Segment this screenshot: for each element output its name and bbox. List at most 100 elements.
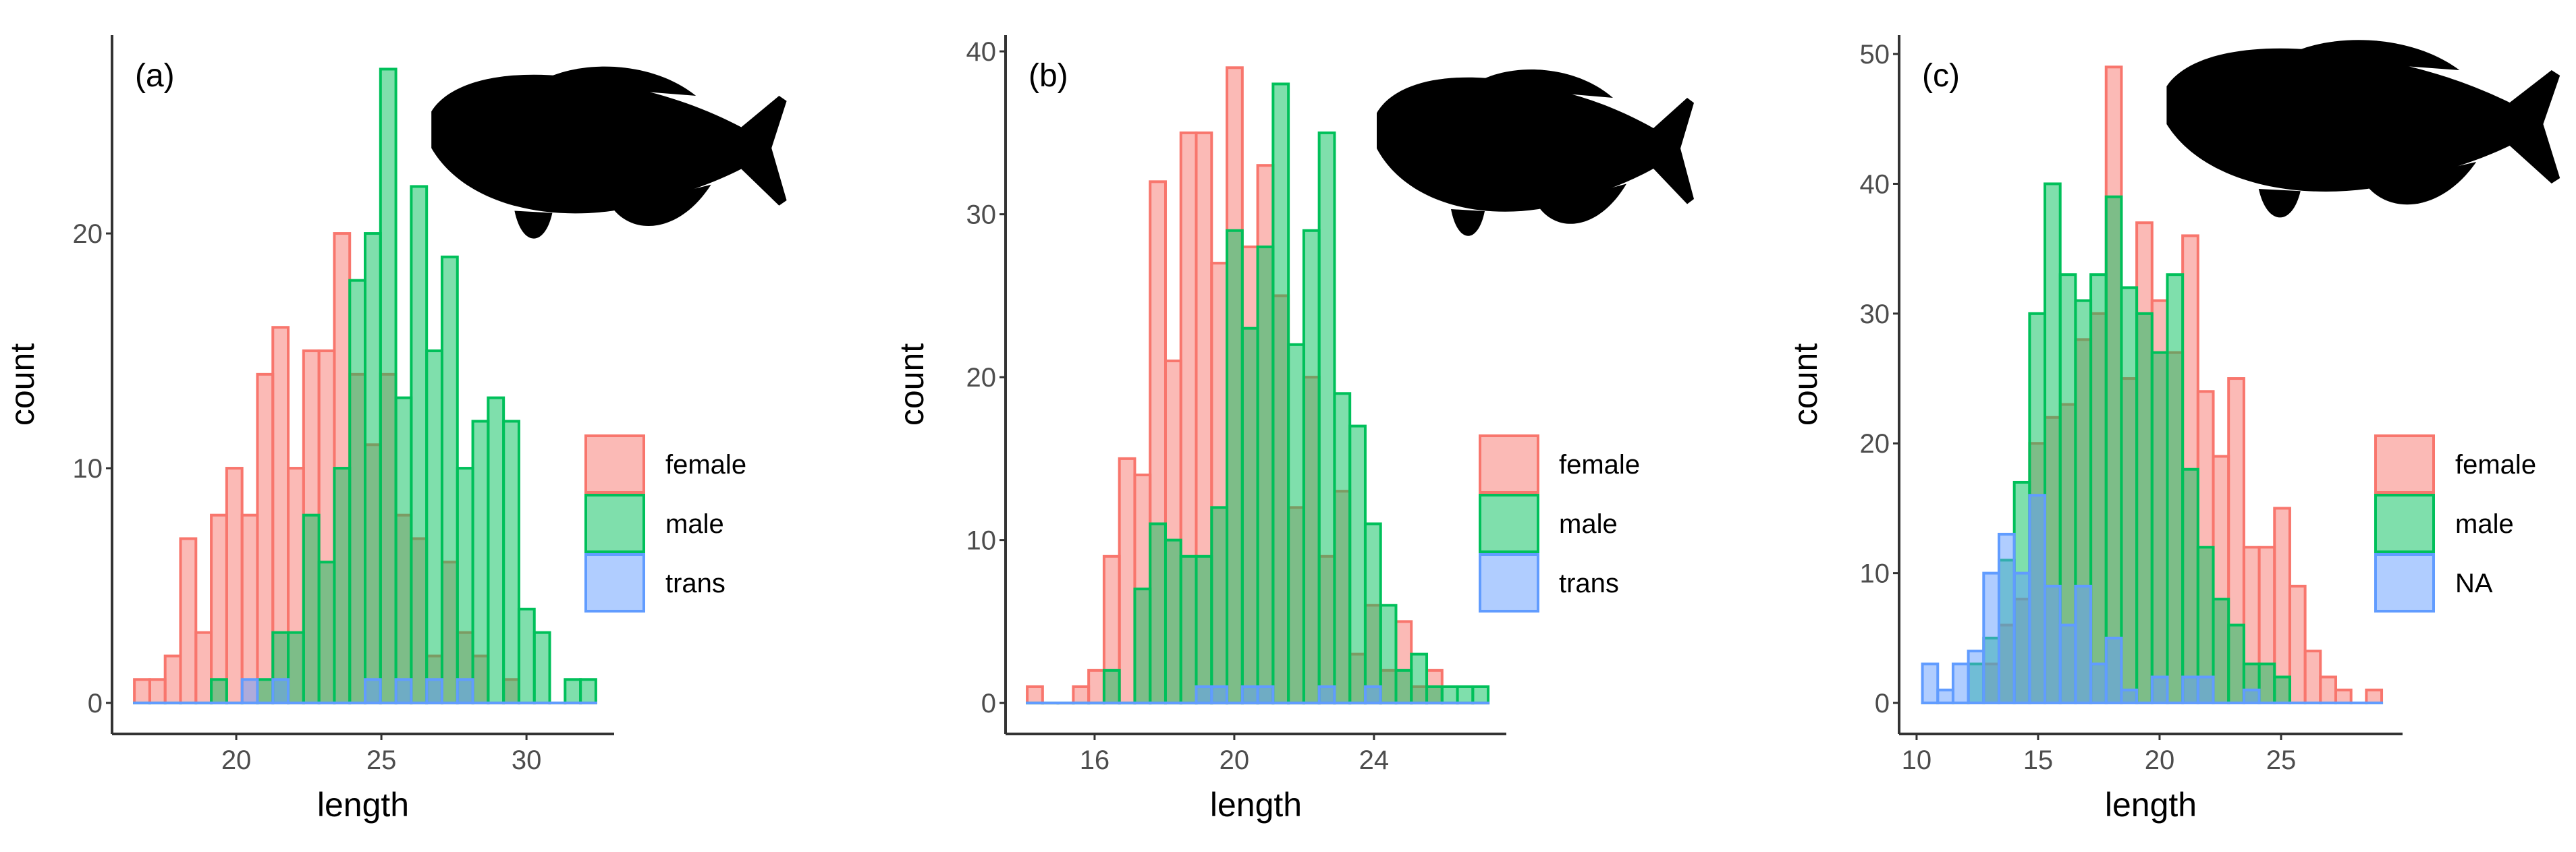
bar-male <box>2135 312 2154 705</box>
bar-NA <box>2089 662 2108 705</box>
bar-male <box>1425 685 1444 705</box>
bar-male <box>517 607 536 705</box>
bar-male <box>1471 685 1490 705</box>
bar-trans <box>1317 685 1336 705</box>
bar-male <box>487 396 505 705</box>
bar-male <box>2181 467 2199 705</box>
y-tick-label: 30 <box>966 200 997 230</box>
x-tick-label: 15 <box>2023 745 2054 775</box>
bar-NA <box>2242 688 2261 705</box>
legend-key-male <box>1479 494 1539 553</box>
bar-male <box>2212 598 2230 705</box>
bar-NA <box>1951 662 1970 705</box>
legend-label-male: male <box>665 509 724 539</box>
bar-male <box>2273 675 2291 705</box>
bar-female <box>2334 688 2353 705</box>
bar-NA <box>2150 675 2169 705</box>
x-axis-title: length <box>317 786 409 824</box>
bar-male <box>564 678 582 705</box>
y-axis-title: count <box>893 343 931 426</box>
legend-label-NA: NA <box>2455 569 2493 598</box>
bar-male <box>1440 685 1459 705</box>
x-tick-label: 25 <box>366 745 397 775</box>
y-tick-label: 20 <box>966 363 997 393</box>
legend-key-female <box>1479 434 1539 494</box>
y-tick-label: 10 <box>73 454 103 484</box>
y-tick-label: 50 <box>1860 40 1890 69</box>
x-axis-title: length <box>1210 786 1302 824</box>
bar-trans <box>1363 685 1382 705</box>
bar-NA <box>1921 662 1940 705</box>
legend-key-female <box>2374 434 2435 494</box>
bar-trans <box>425 678 443 705</box>
bar-male <box>425 349 443 705</box>
legend-key-NA <box>2374 553 2435 613</box>
bar-male <box>333 467 352 705</box>
bar-female <box>148 678 167 705</box>
y-tick-label: 20 <box>1860 429 1890 459</box>
bar-male <box>1256 245 1275 705</box>
bar-male <box>1102 669 1121 705</box>
bar-NA <box>1982 571 2000 705</box>
goatfish-illustration-icon <box>2166 24 2560 218</box>
bar-female <box>240 513 259 705</box>
x-tick-label: 25 <box>2266 745 2297 775</box>
bar-male <box>2257 662 2276 705</box>
bar-male <box>1410 652 1429 705</box>
series-trans <box>1026 685 1490 705</box>
bar-female <box>2273 507 2291 705</box>
bar-male <box>1179 555 1198 705</box>
panel-c: 10 15 20 25 0 10 20 30 40 50 length count (c) female m… <box>1786 35 2536 824</box>
legend-label-male: male <box>1559 509 1618 539</box>
legend-label-female: female <box>665 450 746 480</box>
bar-male <box>440 255 459 705</box>
y-tick-label: 0 <box>88 689 103 718</box>
bar-male <box>379 67 398 705</box>
bar-NA <box>2120 688 2139 705</box>
bar-male <box>317 561 336 705</box>
bar-female <box>256 372 275 705</box>
bar-male <box>1133 588 1152 705</box>
bar-male <box>1363 522 1382 705</box>
bar-female <box>2288 584 2307 705</box>
bar-male <box>1394 669 1413 705</box>
bar-male <box>2166 273 2185 705</box>
bar-male <box>2104 195 2123 705</box>
parrotfish-illustration-icon <box>431 51 787 239</box>
bar-NA <box>2104 636 2123 705</box>
bar-female <box>133 678 151 705</box>
panel-label: (b) <box>1029 58 1068 94</box>
legend-label-trans: trans <box>1559 569 1619 598</box>
bar-female <box>2319 675 2337 705</box>
legend: female male trans <box>1479 434 1640 613</box>
bar-male <box>1456 685 1475 705</box>
bar-female <box>194 631 213 705</box>
bar-trans <box>1256 685 1275 705</box>
bar-NA <box>2074 584 2093 705</box>
bar-female <box>1118 457 1136 705</box>
bar-NA <box>2028 494 2047 705</box>
y-tick-label: 10 <box>966 526 997 556</box>
y-tick-label: 20 <box>73 219 103 249</box>
bar-male <box>1149 522 1167 705</box>
bar-NA <box>2012 571 2031 705</box>
bar-NA <box>1997 532 2016 705</box>
legend-label-male: male <box>2455 509 2514 539</box>
y-tick-label: 40 <box>966 37 997 67</box>
bar-trans <box>364 678 382 705</box>
bar-male <box>1379 604 1398 705</box>
bar-trans <box>1240 685 1259 705</box>
x-tick-label: 20 <box>1220 745 1250 775</box>
x-tick-label: 20 <box>221 745 252 775</box>
y-tick-label: 10 <box>1860 559 1890 589</box>
series-trans <box>133 678 597 705</box>
bar-male <box>1271 82 1290 705</box>
bar-female <box>1072 685 1091 705</box>
y-axis-title: count <box>1786 343 1824 426</box>
x-tick-label: 20 <box>2145 745 2175 775</box>
bar-male <box>1226 229 1244 705</box>
wrasse-illustration-icon <box>1377 54 1694 236</box>
bar-male <box>1333 392 1352 705</box>
bar-male <box>287 631 305 705</box>
y-axis-title: count <box>3 343 41 426</box>
